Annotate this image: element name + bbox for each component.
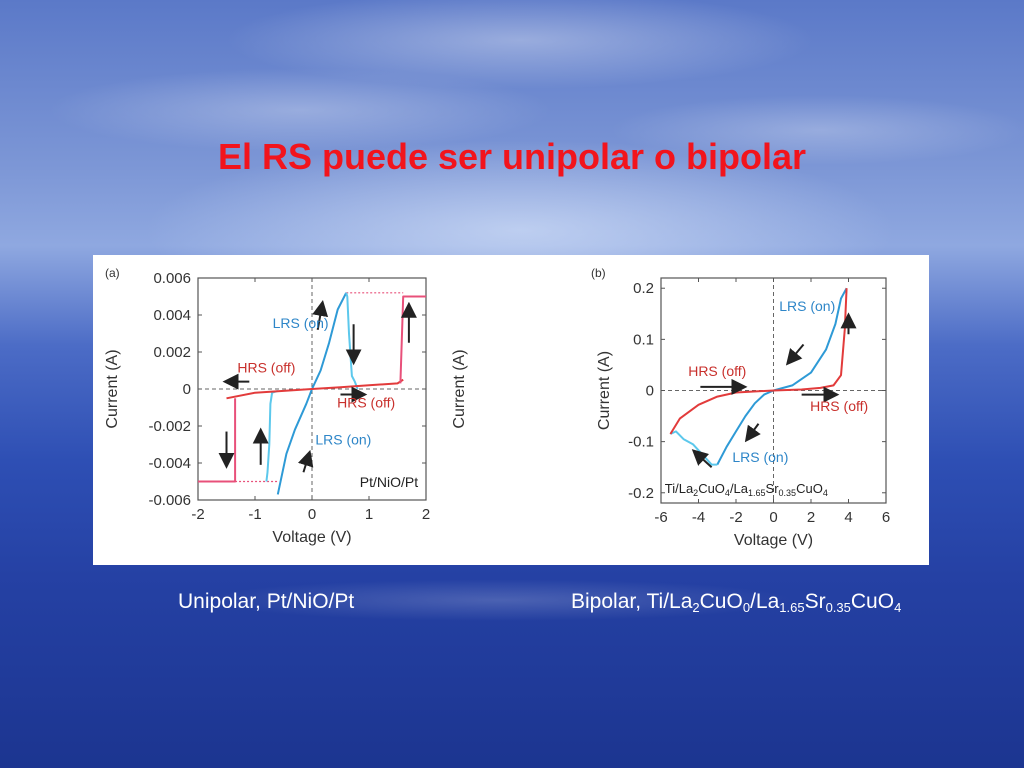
panel-a-annotation: LRS (on) <box>273 315 329 331</box>
panel-a-annotation: HRS (off) <box>237 359 295 375</box>
panel-b-xtick-label: 2 <box>807 509 815 526</box>
panel-a-annotation: HRS (off) <box>337 395 395 411</box>
panel-a-ytick-label: 0 <box>183 381 191 398</box>
panel-b-ytick-label: -0.1 <box>628 434 654 451</box>
panel-b-ytick-label: -0.2 <box>628 485 654 502</box>
panel-a-xtick-label: 2 <box>422 506 430 523</box>
panel-a-series-lrs_light-2 <box>265 389 279 482</box>
panel-b-letter: (b) <box>591 266 606 280</box>
panel-b-ytick-label: 0.2 <box>633 280 654 297</box>
panel-b-xtick-label: -2 <box>729 509 742 526</box>
panel-b-xtick-label: 0 <box>769 509 777 526</box>
panel-b-ylabel: Current (A) <box>596 351 613 430</box>
panel-a-series-hrs-3 <box>226 378 404 400</box>
panel-b-annotation: HRS (off) <box>688 363 746 379</box>
panel-b-series-hrs-2 <box>669 288 848 435</box>
panel-a-arrow <box>297 449 314 473</box>
panel-b-xtick-label: 4 <box>844 509 852 526</box>
panel-b-ytick-label: 0 <box>646 383 654 400</box>
panel-a-ytick-label: 0.002 <box>153 344 191 361</box>
panel-b-annotation: HRS (off) <box>810 398 868 414</box>
panel-b-xtick-label: -4 <box>692 509 705 526</box>
panel-a-xtick-label: -2 <box>191 506 204 523</box>
panel-b-xtick-label: -6 <box>654 509 667 526</box>
panel-b-annotation: LRS (on) <box>732 449 788 465</box>
caption-unipolar: Unipolar, Pt/NiO/Pt <box>178 590 355 613</box>
panel-a-series-hrs_pink-4 <box>399 295 426 384</box>
panel-a-ytick-label: 0.004 <box>153 307 191 324</box>
panel-a-ytick-label: -0.004 <box>148 455 191 472</box>
panel-b-arrow <box>744 423 761 443</box>
panel-a-xtick-label: -1 <box>248 506 261 523</box>
panel-b-arrow <box>785 343 805 366</box>
panel-b-ytick-label: 0.1 <box>633 331 654 348</box>
panel-a-annotation: LRS (on) <box>315 432 371 448</box>
panel-a-xtick-label: 0 <box>308 506 316 523</box>
panel-a-annotation: Pt/NiO/Pt <box>360 474 418 490</box>
panel-a-xlabel: Voltage (V) <box>272 529 351 546</box>
panel-a-series-hrs_pink-5 <box>198 398 237 483</box>
panel-a-ytick-label: 0.006 <box>153 270 191 287</box>
panel-a-letter: (a) <box>105 266 120 280</box>
panel-b-arrow <box>691 449 713 468</box>
panel-a-series-lrs_light-1 <box>345 292 359 390</box>
panel-b-xtick-label: 6 <box>882 509 890 526</box>
slide-title: El RS puede ser unipolar o bipolar <box>217 136 807 177</box>
panel-b-inset-label: Ti/La2CuO4/La1.65Sr0.35CuO4 <box>665 481 828 498</box>
panel-a-xtick-label: 1 <box>365 506 373 523</box>
panel-b-series-lrs_light-1 <box>669 430 718 466</box>
panel-a-ylabel: Current (A) <box>104 349 121 428</box>
panel-b-xlabel: Voltage (V) <box>734 532 813 549</box>
panel-b-annotation: LRS (on) <box>779 298 835 314</box>
panel-a-arrow <box>312 299 329 330</box>
caption-bipolar: Bipolar, Ti/La2CuO0/La1.65Sr0.35CuO4 <box>571 590 902 615</box>
panel-a-ylabel-right: Current (A) <box>451 349 468 428</box>
panel-a-ytick-label: -0.002 <box>148 418 191 435</box>
chart-svg: -2 -1 0 1 2 0.006 0.004 0.002 0 -0.002 -0.004 -0.00… <box>104 266 890 549</box>
panel-a-ytick-label: -0.006 <box>148 492 191 509</box>
figure-panel: -2 -1 0 1 2 0.006 0.004 0.002 0 -0.002 -0.004 -0.00… <box>93 255 929 565</box>
